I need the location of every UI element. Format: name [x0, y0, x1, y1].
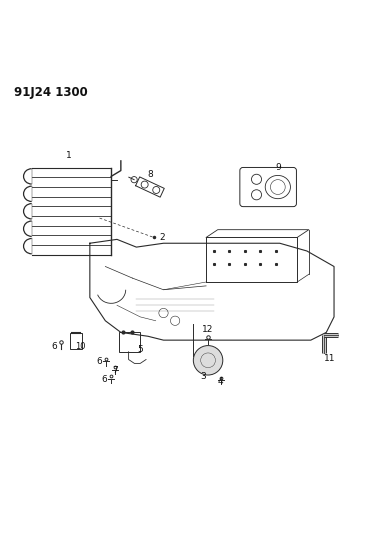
Text: 6: 6 [96, 357, 102, 366]
Circle shape [193, 345, 223, 375]
Text: 11: 11 [324, 354, 335, 364]
Text: 2: 2 [159, 233, 165, 242]
Text: 9: 9 [275, 163, 281, 172]
Text: 4: 4 [218, 377, 224, 386]
Text: 8: 8 [147, 171, 153, 179]
Text: 6: 6 [51, 342, 57, 351]
Text: 3: 3 [201, 372, 206, 381]
Text: 1: 1 [66, 151, 72, 160]
Bar [70, 333, 82, 349]
Text: 6: 6 [102, 375, 107, 384]
Bar [119, 332, 140, 352]
Text: 5: 5 [137, 345, 143, 354]
Text: 91J24 1300: 91J24 1300 [14, 86, 88, 99]
Text: 12: 12 [202, 325, 214, 334]
Text: 7: 7 [112, 367, 118, 375]
Text: 10: 10 [75, 342, 86, 351]
